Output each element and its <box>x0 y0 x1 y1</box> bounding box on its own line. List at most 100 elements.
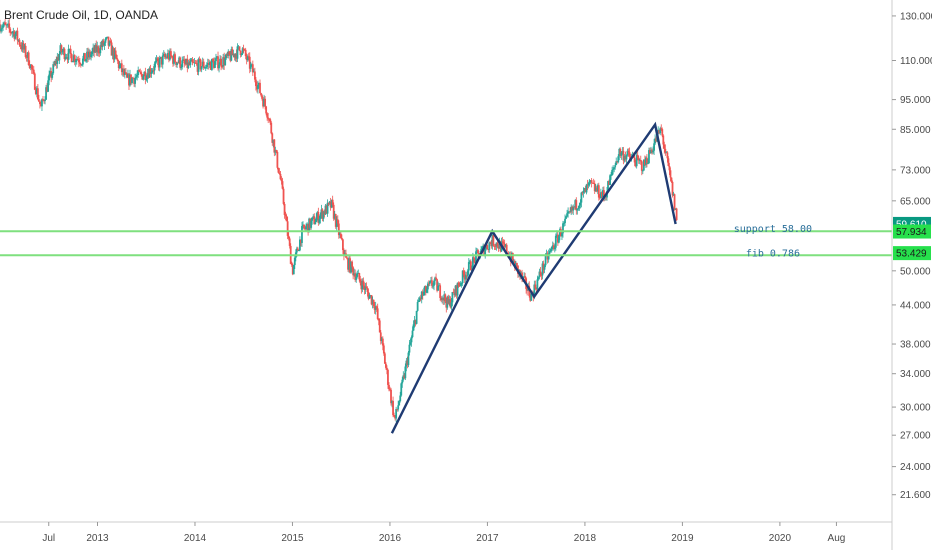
candle-body <box>371 299 374 305</box>
candle-body <box>171 56 173 58</box>
candle-body <box>230 49 233 61</box>
candle-body <box>119 63 122 66</box>
candle-body <box>325 205 328 214</box>
candle-body <box>661 129 664 136</box>
candle-body <box>424 286 427 293</box>
candle-body <box>46 87 48 92</box>
candle-body <box>45 87 47 100</box>
candle-body <box>403 375 406 379</box>
candle-body <box>612 169 615 171</box>
candle-body <box>50 71 53 78</box>
candle-body <box>427 283 430 285</box>
candle-body <box>646 157 648 164</box>
candle-body <box>675 208 678 221</box>
candle-body <box>305 226 307 230</box>
candle-body <box>13 31 16 39</box>
candle-body <box>183 59 186 64</box>
candle-body <box>649 150 651 154</box>
candle-body <box>667 158 670 167</box>
candle-body <box>379 332 382 341</box>
candle-body <box>92 47 95 52</box>
candle-body <box>466 270 469 277</box>
candle-body <box>215 58 217 62</box>
candle-body <box>328 201 331 204</box>
candle-body <box>407 352 410 366</box>
candle-body <box>128 74 130 86</box>
candle-body <box>286 221 289 236</box>
candle-body <box>288 238 291 246</box>
candle-body <box>339 233 342 238</box>
candle-body <box>144 71 147 80</box>
candle-body <box>360 283 363 290</box>
candle-body <box>459 283 462 286</box>
y-tick-label: 27.000 <box>900 431 931 442</box>
candle-body <box>347 258 349 270</box>
candle-body <box>165 56 168 58</box>
x-axis[interactable]: Jul 2013 2014 2015 2016 2017 2018 2019 2020 Aug <box>42 522 845 544</box>
candle-body <box>524 276 527 279</box>
candle-body <box>586 184 589 186</box>
candle-body <box>202 61 205 68</box>
candle-body <box>581 192 584 194</box>
candle-body <box>163 53 166 58</box>
candle-body <box>96 46 99 53</box>
candle-body <box>571 206 574 211</box>
candle-body <box>647 163 649 164</box>
candle-body <box>398 401 401 406</box>
chart-title: Brent Crude Oil, 1D, OANDA <box>4 8 158 22</box>
candle-body <box>20 46 23 50</box>
candle-body <box>423 286 426 292</box>
candle-body <box>177 62 180 64</box>
candle-body <box>619 148 622 156</box>
candle-body <box>132 77 134 79</box>
candle-body <box>331 199 334 205</box>
candle-body <box>549 249 552 252</box>
candle-body <box>358 273 361 280</box>
candle-body <box>308 218 311 233</box>
candle-body <box>377 318 380 321</box>
candle-body <box>61 51 64 53</box>
candle-body <box>270 122 273 134</box>
candle-body <box>277 167 280 173</box>
candle-body <box>605 196 607 198</box>
candle-body <box>383 353 386 364</box>
candle-body <box>421 291 424 296</box>
candle-body <box>374 306 377 310</box>
candle-body <box>48 74 51 81</box>
candle-body <box>138 70 141 72</box>
candle-body <box>348 258 350 270</box>
candle-body <box>185 58 188 65</box>
candle-body <box>250 64 253 66</box>
candle-body <box>175 61 177 65</box>
candle-body <box>234 53 237 58</box>
candle-body <box>242 48 245 50</box>
candle-body <box>11 32 14 34</box>
candle-body <box>223 57 226 66</box>
candle-body <box>72 55 75 62</box>
candle-body <box>64 57 67 60</box>
candle-body <box>160 56 163 65</box>
candle-body <box>611 169 614 175</box>
candle-body <box>657 129 660 134</box>
candle-body <box>628 152 631 157</box>
candle-body <box>625 155 628 160</box>
candle-body <box>393 415 395 416</box>
price-badge-label: 57.934 <box>896 227 927 238</box>
candle-body <box>476 250 478 252</box>
candle-body <box>454 285 457 296</box>
x-tick-label: 2016 <box>379 533 402 544</box>
zigzag-pattern-line[interactable] <box>390 121 677 434</box>
candle-body <box>114 50 117 55</box>
candle-body <box>95 44 98 53</box>
candle-body <box>7 23 10 25</box>
candle-body <box>665 152 668 154</box>
candle-body <box>156 58 159 61</box>
candle-body <box>74 60 77 62</box>
candle-body <box>170 51 172 57</box>
candle-body <box>6 24 9 26</box>
candle-body <box>301 226 303 244</box>
candle-body <box>580 192 583 203</box>
y-axis[interactable]: 130.000 110.000 95.000 85.000 73.000 65.000 50… <box>892 11 932 501</box>
candle-body <box>633 157 636 163</box>
